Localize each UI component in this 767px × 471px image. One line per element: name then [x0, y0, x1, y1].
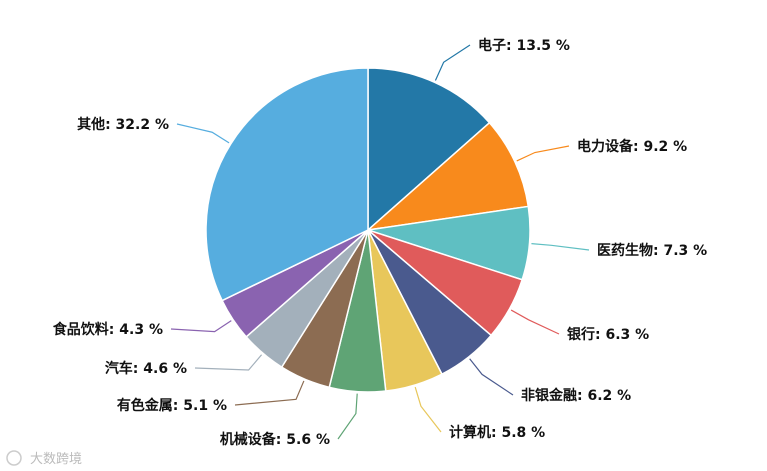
leader-line-3 [510, 309, 560, 335]
slice-label-6: 机械设备: 5.6 % [220, 431, 330, 448]
watermark: 大数跨境 [6, 450, 82, 467]
leader-line-1 [516, 145, 570, 162]
slice-label-0: 电子: 13.5 % [478, 37, 570, 54]
leader-line-4 [469, 358, 514, 396]
leader-line-5 [414, 386, 442, 433]
slice-label-7: 有色金属: 5.1 % [117, 397, 227, 414]
slice-label-2: 医药生物: 7.3 % [597, 242, 707, 259]
pie-slice-10 [205, 67, 369, 302]
leader-line-0 [434, 44, 471, 81]
leader-line-9 [170, 320, 232, 333]
slice-label-10: 其他: 32.2 % [77, 116, 169, 133]
leader-line-6 [337, 393, 358, 440]
watermark-text: 大数跨境 [30, 452, 82, 467]
leader-line-2 [531, 243, 590, 251]
slice-label-4: 非银金融: 6.2 % [521, 387, 631, 404]
leader-line-8 [194, 354, 263, 371]
pie-slice-0 [367, 67, 491, 232]
slice-label-9: 食品饮料: 4.3 % [53, 321, 163, 338]
watermark-logo-icon [6, 450, 22, 466]
slice-label-3: 银行: 6.3 % [567, 326, 649, 343]
leader-line-7 [234, 380, 305, 406]
leader-lines [170, 44, 590, 440]
pie-slices [205, 67, 531, 393]
leader-line-10 [176, 123, 230, 144]
pie-slice-1 [365, 121, 530, 232]
slice-labels: 电子: 13.5 % 电力设备: 9.2 % 医药生物: 7.3 % 银行: 6.3 … [53, 37, 707, 448]
slice-label-5: 计算机: 5.8 % [449, 424, 545, 441]
slice-label-1: 电力设备: 9.2 % [577, 138, 687, 155]
slice-label-8: 汽车: 4.6 % [105, 360, 187, 377]
